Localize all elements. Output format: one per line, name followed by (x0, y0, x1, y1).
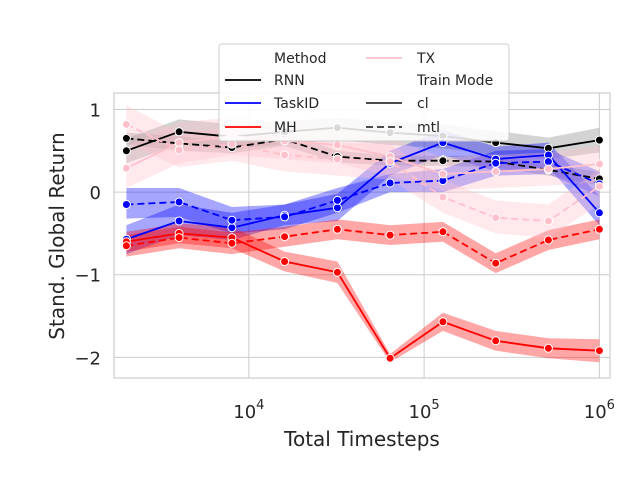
mh-cl-point-8 (543, 343, 553, 353)
tx-mtl-point-5 (385, 157, 395, 167)
mh-mtl-point-1 (174, 233, 184, 243)
tx-mtl-point-6 (438, 192, 448, 202)
legend-mode-title: Train Mode (416, 73, 493, 89)
series-markers (121, 119, 604, 363)
legend: Method RNN TaskID MH TX Train Mode cl mt… (218, 43, 510, 142)
taskid-mtl-line (126, 160, 600, 222)
mh-mtl-point-4 (332, 224, 342, 234)
legend-box (218, 43, 510, 142)
tx-cl-point-6 (438, 169, 448, 179)
mh-cl-point-4 (332, 267, 342, 277)
taskid-mtl-point-8 (543, 157, 553, 167)
mh-mtl-point-0 (121, 241, 131, 251)
tx-cl-point-4 (332, 140, 342, 150)
taskid-mtl-point-5 (385, 178, 395, 188)
legend-tx-label: TX (416, 51, 436, 67)
y-axis-label: Stand. Global Return (45, 132, 69, 339)
tx-mtl-point-8 (543, 216, 553, 226)
y-tick-label-1: 0 (90, 183, 101, 204)
mh-cl-band (126, 223, 600, 363)
x-tick-label-1: 105 (409, 398, 440, 423)
tx-mtl-point-3 (280, 150, 290, 160)
legend-mtl-label: mtl (417, 120, 440, 136)
rnn-mtl-line (126, 137, 600, 180)
tick-labels: 104 105 106 1 0 −1 −2 (74, 101, 615, 423)
legend-cl-label: cl (417, 96, 429, 112)
tx-cl-line (126, 135, 600, 175)
legend-mh-label: MH (274, 120, 297, 136)
rnn-cl-point-9 (594, 135, 604, 145)
x-tick-label-0: 104 (233, 398, 264, 423)
mh-cl-point-9 (594, 346, 604, 356)
tx-mtl-line (126, 123, 600, 222)
rnn-mtl-point-6 (438, 156, 448, 166)
taskid-mtl-point-4 (332, 195, 342, 205)
rnn-mtl-point-0 (121, 133, 131, 143)
taskid-mtl-point-0 (121, 200, 131, 209)
rnn-cl-point-1 (174, 127, 184, 137)
mh-mtl-point-6 (438, 227, 448, 237)
taskid-cl-line (126, 141, 601, 241)
mh-mtl-band (126, 219, 600, 274)
tx-cl-point-0 (121, 163, 131, 173)
mh-mtl-line (126, 228, 600, 265)
y-tick-label-3: −2 (74, 348, 101, 369)
tx-mtl-point-4 (332, 154, 342, 164)
taskid-mtl-point-7 (491, 158, 501, 168)
taskid-cl-point-4 (332, 203, 342, 213)
tx-cl-point-9 (594, 159, 604, 169)
mh-mtl-point-5 (385, 230, 395, 240)
legend-rnn-label: RNN (274, 73, 305, 89)
y-tick-label-2: −1 (74, 266, 101, 287)
taskid-mtl-point-2 (227, 215, 237, 225)
series-lines (126, 123, 601, 360)
taskid-mtl-point-1 (174, 197, 184, 207)
tx-cl-point-8 (543, 164, 553, 174)
rnn-cl-point-0 (121, 146, 131, 156)
mh-cl-point-7 (491, 336, 501, 346)
x-axis-label: Total Timesteps (283, 427, 440, 451)
mh-cl-point-6 (438, 317, 448, 327)
tx-mtl-point-0 (121, 119, 131, 129)
mh-cl-point-5 (385, 353, 395, 363)
taskid-cl-point-2 (227, 223, 237, 233)
tx-cl-point-1 (174, 138, 184, 148)
mh-mtl-point-7 (491, 258, 501, 268)
tx-mtl-point-1 (174, 145, 184, 155)
taskid-mtl-point-3 (280, 212, 290, 222)
tx-cl-point-7 (491, 167, 501, 176)
mh-mtl-point-3 (280, 232, 290, 242)
mh-mtl-point-2 (227, 238, 237, 248)
tx-mtl-point-9 (594, 181, 604, 191)
x-tick-label-2: 106 (584, 398, 615, 423)
mh-cl-point-3 (280, 257, 290, 266)
mh-mtl-point-8 (543, 235, 553, 245)
legend-method-title: Method (274, 51, 327, 67)
mh-cl-line (126, 232, 600, 360)
taskid-cl-point-1 (174, 216, 184, 226)
tx-mtl-point-7 (491, 213, 501, 223)
mh-mtl-point-9 (594, 224, 604, 234)
y-tick-label-0: 1 (90, 101, 101, 122)
taskid-cl-point-9 (594, 208, 604, 218)
legend-taskid-label: TaskID (273, 96, 319, 112)
